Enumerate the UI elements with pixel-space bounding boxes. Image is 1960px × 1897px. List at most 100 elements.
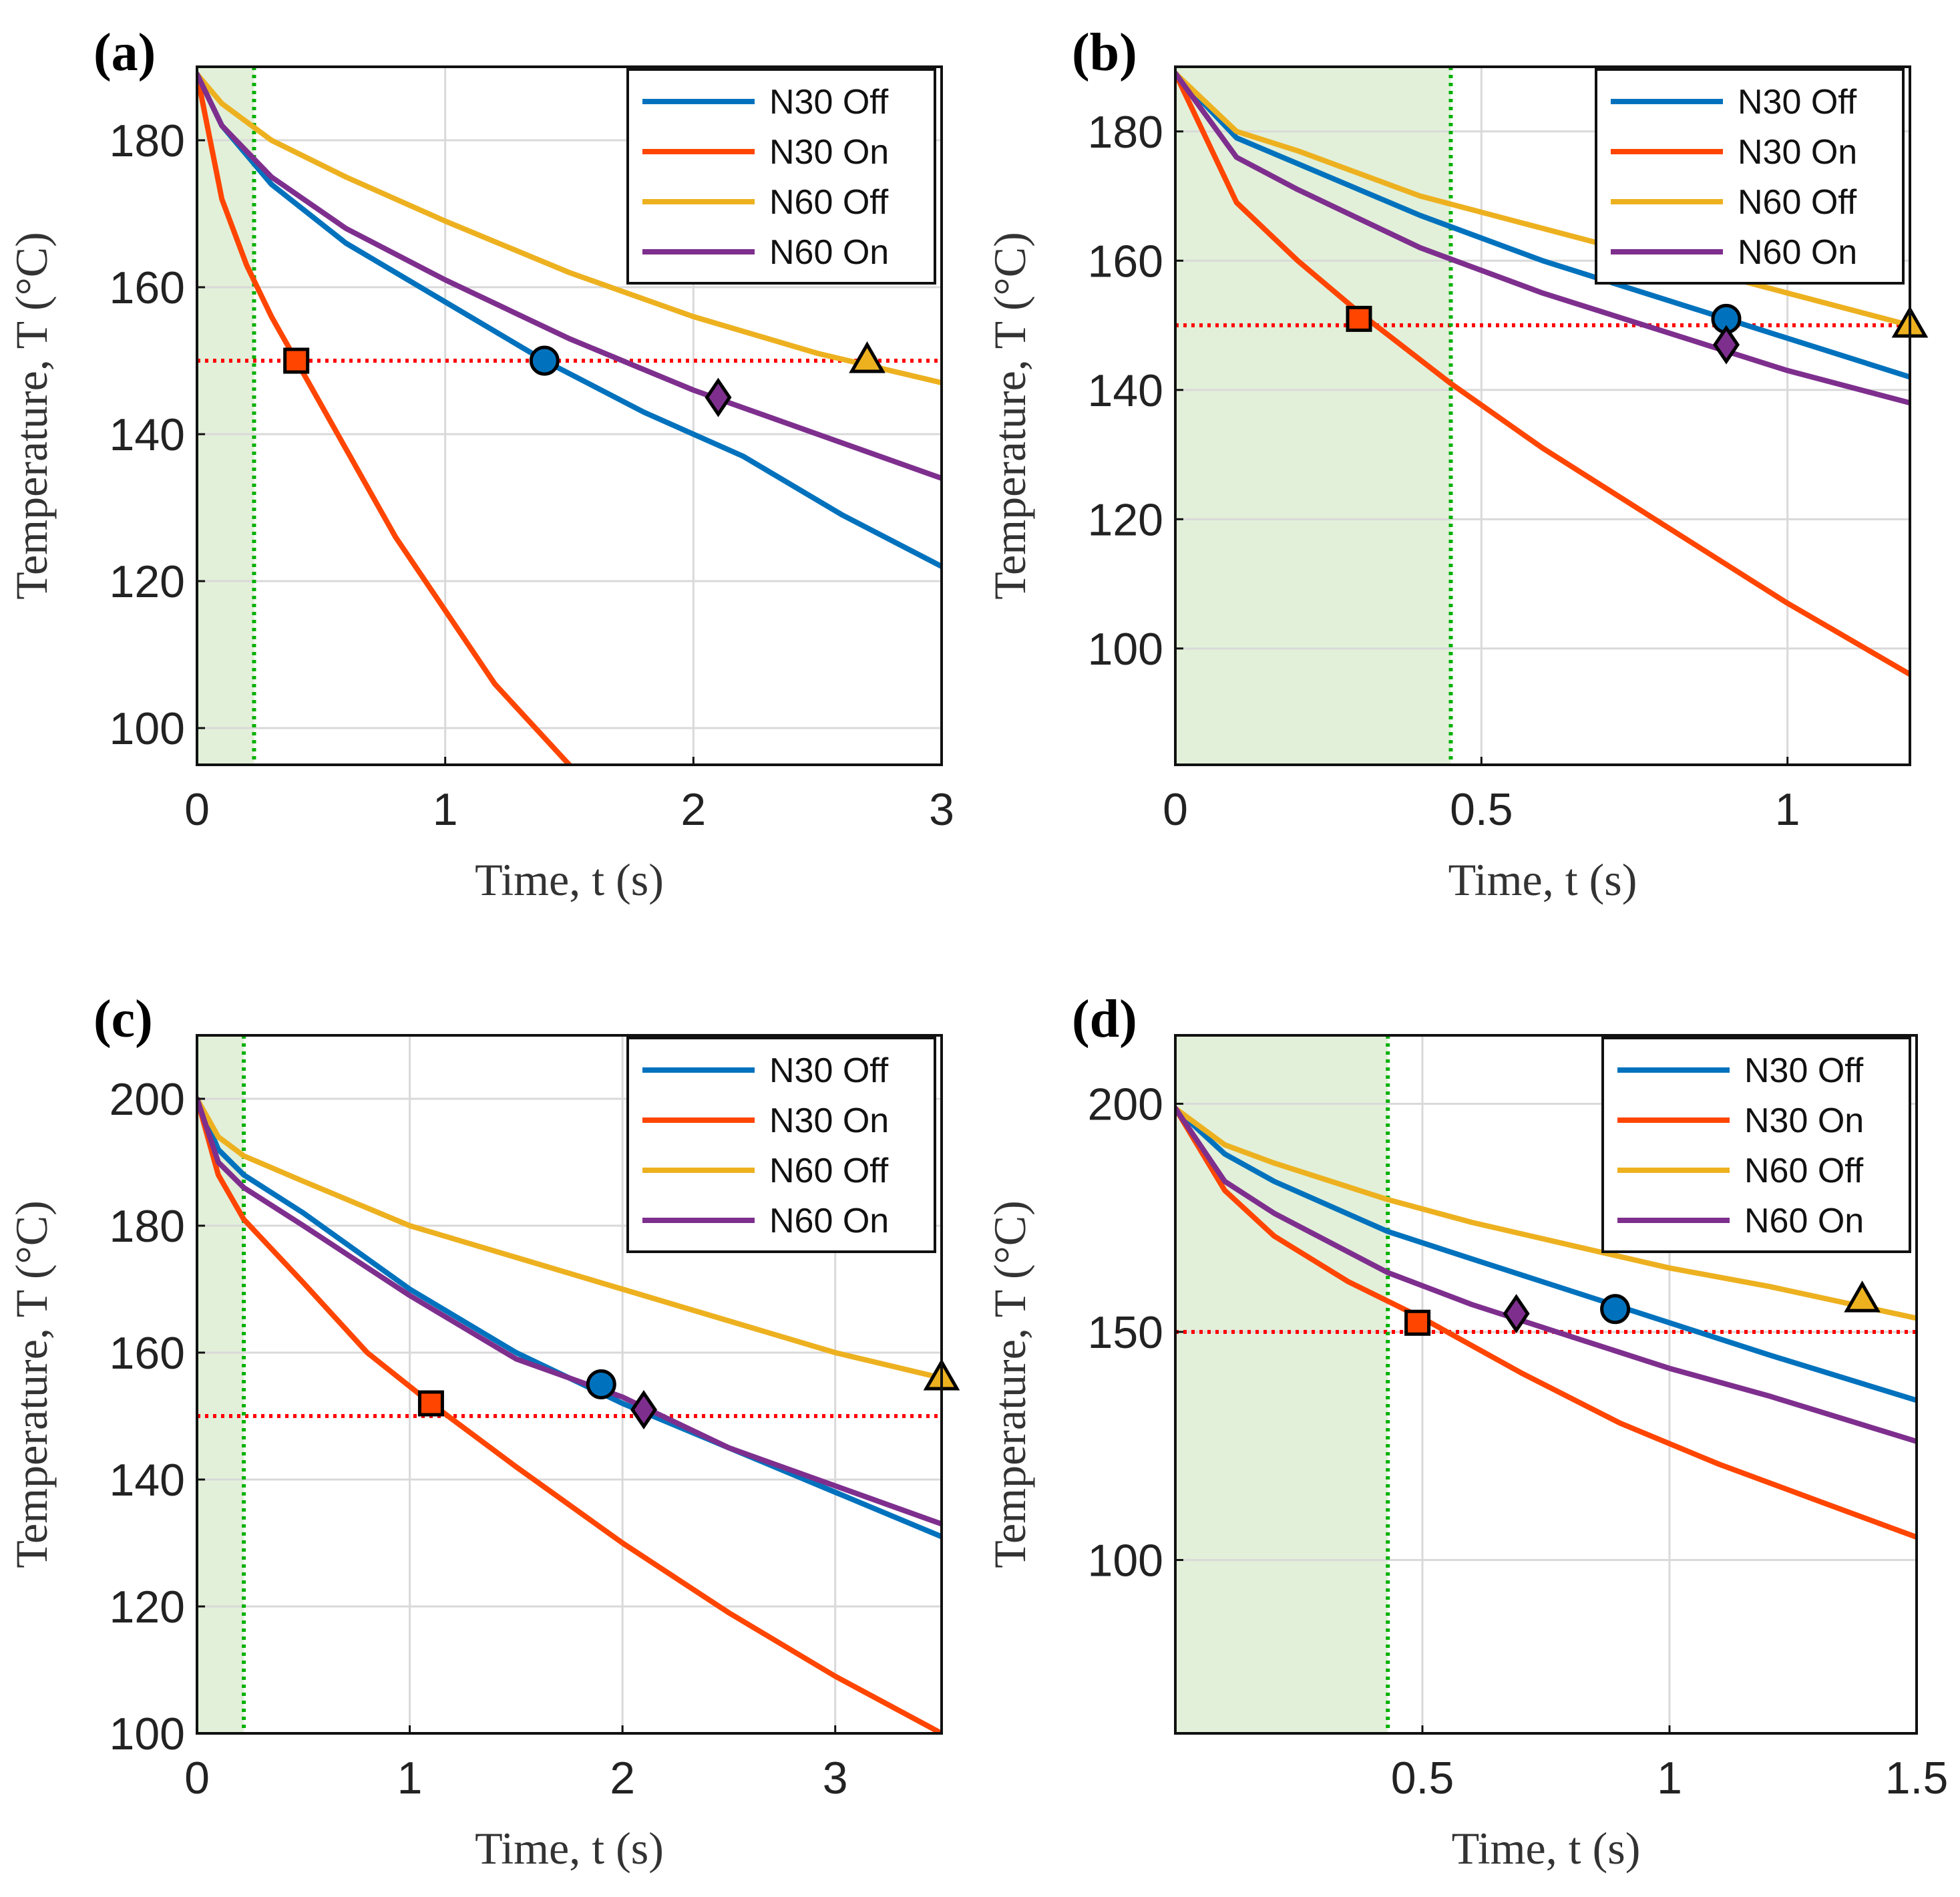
series-line-n30-on [1175, 1105, 1917, 1540]
series-line-n60-off [197, 71, 942, 385]
legend-box [626, 68, 936, 285]
legend-label-n30-on: N30 On [1744, 1101, 1864, 1140]
x-tick-label: 0 [184, 1753, 210, 1803]
x-axis-title: Time, t (s) [475, 854, 664, 905]
axes-frame [196, 1034, 943, 1735]
y-tick-label: 160 [110, 1328, 185, 1379]
legend-label-n30-off: N30 Off [769, 83, 889, 122]
y-tick-label: 100 [1088, 1535, 1163, 1586]
x-tick-label: 2 [680, 784, 706, 835]
y-tick-label: 100 [1088, 624, 1163, 675]
legend-label-n60-on: N60 On [769, 1202, 889, 1240]
legend-label-n60-on: N60 On [769, 233, 889, 272]
legend: N30 Off N30 On N60 Off N60 On [626, 68, 936, 285]
legend-label-n30-on: N30 On [769, 1101, 889, 1140]
series-line-n60-on [197, 71, 942, 481]
marker-circle-n30-off [586, 1369, 616, 1399]
marker-square-n30-on [1404, 1309, 1431, 1336]
axes-frame [1174, 1034, 1918, 1735]
y-tick-label: 120 [110, 1582, 185, 1632]
panel-label: (b) [1072, 23, 1137, 82]
series-line-n60-on [1175, 70, 1910, 406]
axes-frame [1174, 65, 1911, 766]
series-line-n60-on [197, 1096, 942, 1527]
axes-frame [196, 65, 943, 766]
marker-square-n30-on [1346, 305, 1372, 332]
panel-label: (d) [1072, 990, 1137, 1049]
marker-diamond-n60-on [630, 1390, 658, 1429]
y-tick-label: 180 [110, 1201, 185, 1252]
panel-label: (a) [93, 23, 156, 82]
shaded-region [1175, 1035, 1388, 1733]
legend-label-n60-off: N60 Off [1744, 1152, 1864, 1190]
y-tick-label: 100 [110, 703, 185, 754]
y-axis-title: Temperature, T (°C) [6, 1200, 57, 1568]
y-tick-label: 160 [110, 263, 185, 313]
legend: N30 Off N30 On N60 Off N60 On [1595, 68, 1905, 285]
panel-label: (c) [93, 990, 153, 1049]
series-line-n60-off [1175, 1105, 1917, 1321]
panel-a: N30 Off N30 On N60 Off N60 On 0 1 2 3 100 120 140 1… [6, 23, 954, 905]
y-tick-label: 180 [1088, 107, 1163, 158]
x-axis-title: Time, t (s) [475, 1823, 664, 1874]
marker-diamond-n60-on [1503, 1294, 1530, 1334]
y-tick-label: 150 [1088, 1307, 1163, 1358]
marker-square-n30-on [417, 1390, 444, 1417]
y-axis-title: Temperature, T (°C) [6, 232, 57, 600]
series-line-n60-off [197, 1096, 942, 1381]
legend-label-n30-on: N30 On [1738, 133, 1857, 172]
x-tick-label: 3 [823, 1753, 848, 1803]
x-tick-label: 1 [1657, 1753, 1682, 1803]
y-tick-label: 140 [1088, 365, 1163, 416]
series-line-n30-on [197, 71, 572, 765]
y-tick-label: 200 [1088, 1079, 1163, 1130]
marker-circle-n30-off [529, 345, 560, 376]
legend-box [1601, 1037, 1911, 1253]
legend: N30 Off N30 On N60 Off N60 On [626, 1037, 936, 1253]
x-tick-label: 2 [610, 1753, 635, 1803]
y-tick-label: 140 [110, 409, 185, 460]
series-line-n60-off [1175, 70, 1910, 328]
legend-label-n60-on: N60 On [1738, 233, 1857, 272]
series-line-n30-off [1175, 70, 1910, 380]
series-line-n30-off [197, 1096, 942, 1540]
legend-label-n30-off: N30 Off [1744, 1051, 1864, 1090]
legend: N30 Off N30 On N60 Off N60 On [1601, 1037, 1911, 1253]
marker-square-n30-on [283, 347, 310, 374]
marker-triangle-n60-off [849, 341, 886, 373]
y-tick-label: 120 [110, 556, 185, 607]
legend-label-n60-off: N60 Off [769, 1152, 889, 1190]
legend-label-n60-off: N60 Off [769, 183, 889, 222]
marker-circle-n30-off [1600, 1294, 1631, 1325]
y-tick-label: 160 [1088, 236, 1163, 287]
panel-d: N30 Off N30 On N60 Off N60 On 0.5 1 1.5 100 150 2… [984, 990, 1948, 1874]
panel-b: N30 Off N30 On N60 Off N60 On 0 0.5 1 100 120 140… [984, 23, 1929, 905]
y-tick-label: 100 [110, 1709, 185, 1759]
y-tick-label: 120 [1088, 494, 1163, 545]
y-axis-title: Temperature, T (°C) [984, 1200, 1035, 1568]
legend-label-n60-off: N60 Off [1738, 183, 1857, 222]
shaded-region [197, 67, 254, 765]
legend-label-n30-off: N30 Off [1738, 83, 1857, 122]
legend-box [1595, 68, 1905, 285]
legend-label-n30-on: N30 On [769, 133, 889, 172]
x-tick-label: 1 [397, 1753, 423, 1803]
panel-c: N30 Off N30 On N60 Off N60 On 0 1 2 3 100 120 140 1… [6, 990, 960, 1874]
marker-diamond-n60-on [705, 377, 732, 417]
legend-label-n60-on: N60 On [1744, 1202, 1864, 1240]
x-tick-label: 0.5 [1450, 784, 1513, 835]
x-tick-label: 1.5 [1885, 1753, 1949, 1803]
series-line-n60-on [1175, 1105, 1917, 1444]
marker-triangle-n60-off [1844, 1280, 1881, 1313]
legend-box [626, 1037, 936, 1253]
y-tick-label: 140 [110, 1455, 185, 1506]
x-tick-label: 1 [433, 784, 458, 835]
x-tick-label: 0.5 [1391, 1753, 1454, 1803]
marker-diamond-n60-on [1712, 325, 1740, 365]
series-line-n30-off [1175, 1105, 1917, 1403]
y-tick-label: 180 [110, 116, 185, 166]
y-tick-label: 200 [110, 1074, 185, 1125]
x-tick-label: 0 [1163, 784, 1188, 835]
x-tick-label: 0 [184, 784, 210, 835]
